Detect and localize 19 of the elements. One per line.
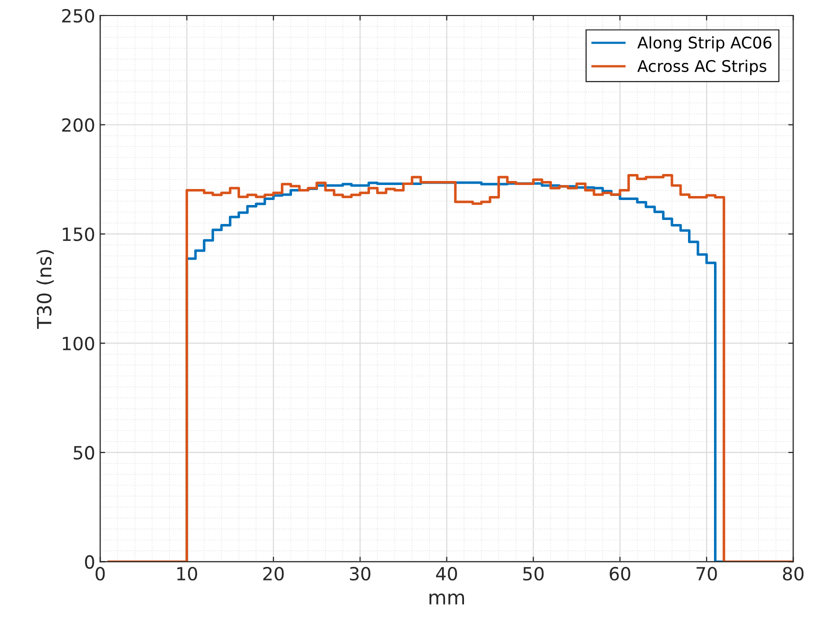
y-axis-title: T30 (ns): [36, 250, 54, 329]
x-tick-label: 10: [177, 566, 198, 581]
y-tick-label: 200: [62, 118, 94, 132]
y-tick-label: 250: [62, 8, 94, 23]
x-tick-label: 70: [696, 566, 717, 581]
y-tick-label: 150: [62, 227, 94, 242]
y-tick-label: 100: [62, 336, 94, 350]
legend-label: Across AC Strips: [637, 60, 766, 76]
x-tick-label: 20: [263, 566, 284, 581]
x-tick-label: 30: [350, 566, 370, 581]
y-tick-label: 0: [85, 555, 94, 569]
x-tick-label: 80: [782, 566, 804, 581]
x-tick-label: 40: [436, 566, 457, 581]
x-tick-label: 0: [96, 566, 105, 581]
legend-label: Along Strip AC06: [637, 36, 772, 52]
x-axis-title: mm: [430, 593, 464, 604]
x-tick-label: 60: [610, 566, 630, 581]
y-tick-label: 50: [74, 446, 94, 460]
x-tick-label: 50: [523, 566, 544, 581]
